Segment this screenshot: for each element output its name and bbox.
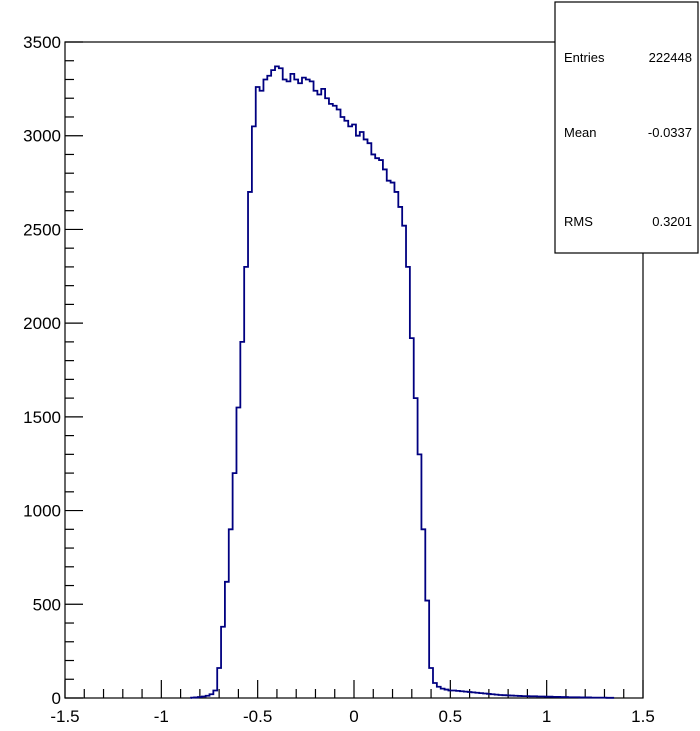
stats-mean-value: -0.0337 (648, 125, 692, 140)
stats-box: Entries 222448 Mean -0.0337 RMS 0.3201 (554, 1, 699, 254)
histogram-line (190, 65, 615, 699)
stats-box-frame (554, 1, 699, 254)
x-axis: -1.5 -1 -0.5 0 0.5 1 1.5 (50, 680, 655, 726)
stats-rms-label: RMS (564, 214, 593, 229)
y-tick-label: 1500 (23, 408, 61, 427)
stats-entries-value: 222448 (649, 50, 692, 65)
y-tick-label: 1000 (23, 502, 61, 521)
y-axis: 0 500 1000 1500 2000 2500 3000 3500 (23, 33, 83, 708)
x-tick-label: -1.5 (50, 707, 79, 726)
plot-frame (64, 41, 644, 699)
y-tick-label: 2500 (23, 220, 61, 239)
x-tick-label: 1.5 (631, 707, 655, 726)
x-tick-label: 0 (349, 707, 358, 726)
x-tick-label: -1 (154, 707, 169, 726)
x-tick-label: -0.5 (243, 707, 272, 726)
stats-rms-value: 0.3201 (652, 214, 692, 229)
y-tick-label: 500 (33, 595, 61, 614)
x-tick-label: 0.5 (439, 707, 463, 726)
stats-entries-label: Entries (564, 50, 605, 65)
x-tick-label: 1 (542, 707, 551, 726)
y-tick-label: 0 (52, 689, 61, 708)
y-tick-label: 2000 (23, 314, 61, 333)
stats-mean-label: Mean (564, 125, 597, 140)
y-tick-label: 3000 (23, 127, 61, 146)
y-tick-label: 3500 (23, 33, 61, 52)
